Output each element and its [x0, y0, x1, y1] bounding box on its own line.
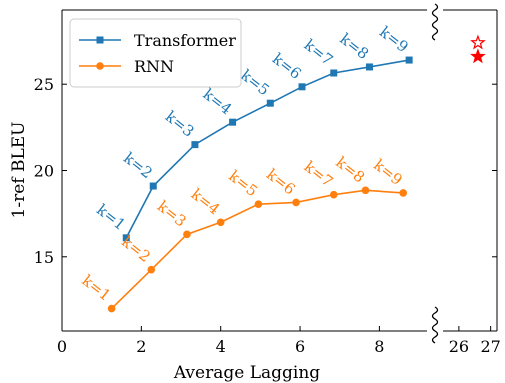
legend: Transformer RNN: [69, 18, 242, 88]
x-tick-label: 4: [216, 337, 226, 356]
point-label: k=4: [188, 185, 224, 218]
x-tick-label: 26: [449, 337, 469, 356]
x-tick-label: 0: [57, 337, 67, 356]
point-label: k=4: [200, 85, 236, 118]
data-point: [216, 218, 225, 227]
y-axis-label: 1-ref BLEU: [9, 122, 29, 219]
point-label: k=5: [225, 167, 261, 200]
star-marker-outline: [470, 34, 486, 50]
point-label: k=1: [93, 201, 129, 234]
legend-box: [69, 18, 242, 88]
data-point: [399, 189, 407, 197]
x-tick-label: 2: [136, 337, 146, 356]
data-point: [405, 56, 413, 64]
x-tick-label: 6: [295, 337, 305, 356]
data-point: [298, 83, 306, 91]
y-tick-label: 15: [34, 248, 54, 267]
star-marker-filled: [470, 48, 486, 64]
data-point: [229, 118, 237, 126]
point-label: k=3: [154, 197, 190, 230]
point-label: k=8: [332, 153, 368, 186]
axis-break-bottom: [431, 306, 439, 344]
point-label: k=5: [237, 66, 273, 99]
point-label: k=1: [79, 271, 115, 304]
data-point: [147, 265, 156, 274]
point-label: k=2: [120, 149, 156, 182]
data-point: [122, 234, 130, 242]
x-axis-label: Average Lagging: [173, 363, 320, 383]
legend-label: RNN: [134, 57, 174, 76]
data-point: [183, 230, 191, 239]
y-tick-label: 20: [34, 162, 54, 181]
data-point: [254, 200, 263, 208]
legend-marker: [96, 36, 104, 44]
point-label: k=3: [162, 107, 198, 140]
point-label: k=8: [336, 30, 372, 63]
point-label: k=6: [269, 50, 305, 83]
point-label: k=6: [263, 165, 299, 198]
data-point: [107, 304, 116, 313]
data-point: [191, 141, 199, 149]
data-point: [365, 63, 373, 71]
axes: 0 2 4 6 8 26 27 15 20 25: [34, 3, 501, 356]
x-tick-label: 8: [374, 337, 384, 356]
point-label: k=9: [376, 23, 412, 56]
legend-marker: [96, 62, 104, 70]
data-point: [329, 190, 338, 199]
legend-label: Transformer: [134, 31, 236, 50]
data-point: [149, 182, 157, 190]
data-point: [330, 69, 338, 77]
data-point: [361, 186, 370, 195]
data-point: [292, 198, 300, 207]
axis-break-top: [431, 3, 439, 41]
y-tick-label: 25: [34, 75, 54, 94]
point-label: k=7: [301, 36, 337, 69]
data-point: [266, 99, 274, 107]
point-label: k=7: [301, 157, 337, 190]
point-label: k=9: [370, 156, 406, 189]
series-layer: [107, 34, 486, 313]
x-tick-label: 27: [480, 337, 500, 356]
